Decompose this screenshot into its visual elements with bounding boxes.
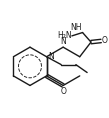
Text: O: O (102, 36, 108, 45)
Text: O: O (60, 87, 66, 96)
Text: N: N (60, 37, 66, 46)
Text: NH: NH (71, 23, 82, 32)
Text: H₂N: H₂N (57, 31, 71, 40)
Text: N: N (48, 52, 54, 61)
